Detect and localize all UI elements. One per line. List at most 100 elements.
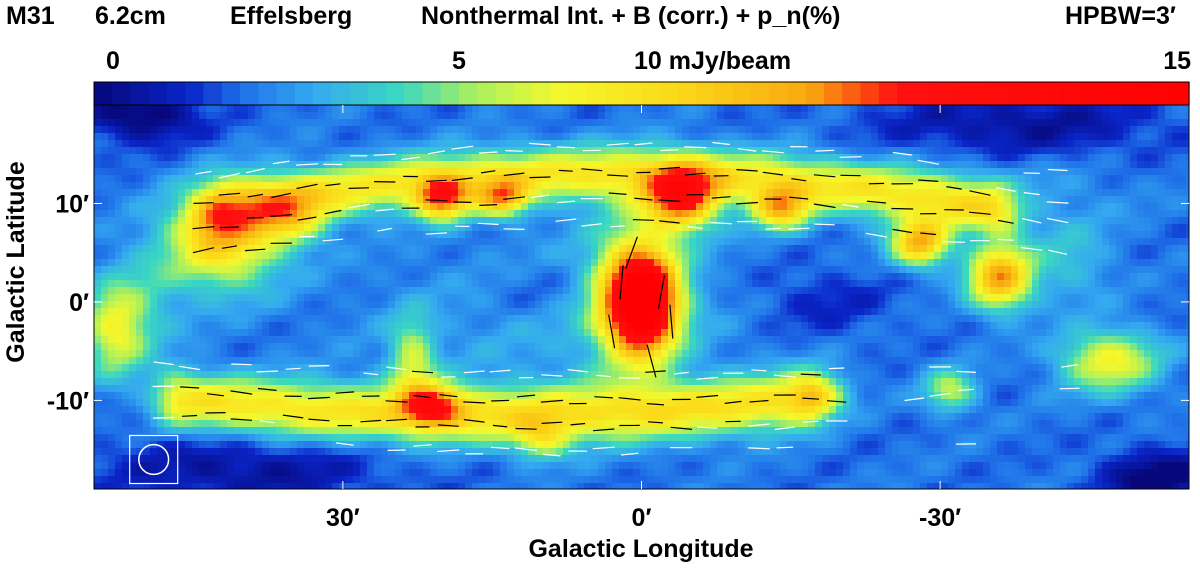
map-pixel	[486, 154, 494, 162]
map-pixel	[402, 315, 410, 323]
map-pixel	[507, 287, 515, 295]
map-pixel	[584, 259, 592, 267]
map-pixel	[871, 245, 879, 253]
map-pixel	[913, 140, 921, 148]
map-pixel	[220, 308, 228, 316]
map-pixel	[591, 259, 599, 267]
map-pixel	[472, 168, 480, 176]
map-pixel	[801, 119, 809, 127]
map-pixel	[101, 273, 109, 281]
map-pixel	[444, 245, 452, 253]
map-pixel	[465, 308, 473, 316]
map-pixel	[955, 280, 963, 288]
map-pixel	[1144, 231, 1152, 239]
map-pixel	[570, 203, 578, 211]
map-pixel	[1067, 147, 1075, 155]
map-pixel	[815, 196, 823, 204]
map-pixel	[220, 259, 228, 267]
map-pixel	[752, 112, 760, 120]
map-pixel	[143, 294, 151, 302]
map-pixel	[675, 245, 683, 253]
map-pixel	[598, 147, 606, 155]
map-pixel	[255, 161, 263, 169]
map-pixel	[591, 245, 599, 253]
map-pixel	[535, 147, 543, 155]
map-pixel	[472, 273, 480, 281]
map-pixel	[101, 210, 109, 218]
map-pixel	[815, 126, 823, 134]
map-pixel	[248, 252, 256, 260]
map-pixel	[934, 175, 942, 183]
map-pixel	[290, 147, 298, 155]
map-pixel	[269, 224, 277, 232]
map-pixel	[318, 147, 326, 155]
map-pixel	[318, 280, 326, 288]
map-pixel	[199, 175, 207, 183]
map-pixel	[472, 189, 480, 197]
map-pixel	[710, 168, 718, 176]
map-pixel	[472, 196, 480, 204]
map-pixel	[906, 287, 914, 295]
map-pixel	[710, 280, 718, 288]
map-pixel	[724, 315, 732, 323]
map-pixel	[885, 301, 893, 309]
map-pixel	[766, 182, 774, 190]
map-pixel	[486, 273, 494, 281]
map-pixel	[1081, 133, 1089, 141]
map-pixel	[542, 210, 550, 218]
map-pixel	[969, 175, 977, 183]
map-pixel	[423, 105, 431, 113]
map-pixel	[878, 301, 886, 309]
intensity-map	[94, 105, 1190, 490]
map-pixel	[514, 189, 522, 197]
map-pixel	[1018, 112, 1026, 120]
map-pixel	[129, 252, 137, 260]
map-pixel	[234, 182, 242, 190]
map-pixel	[948, 287, 956, 295]
map-pixel	[570, 266, 578, 274]
map-pixel	[836, 280, 844, 288]
map-pixel	[654, 308, 662, 316]
map-pixel	[682, 126, 690, 134]
map-pixel	[493, 224, 501, 232]
map-pixel	[829, 168, 837, 176]
map-pixel	[437, 133, 445, 141]
map-pixel	[570, 210, 578, 218]
map-pixel	[990, 245, 998, 253]
map-pixel	[1032, 133, 1040, 141]
map-pixel	[1060, 224, 1068, 232]
map-pixel	[745, 287, 753, 295]
map-pixel	[262, 119, 270, 127]
map-pixel	[1158, 105, 1166, 113]
map-pixel	[1025, 119, 1033, 127]
map-pixel	[451, 189, 459, 197]
map-pixel	[1025, 238, 1033, 246]
map-pixel	[164, 182, 172, 190]
map-pixel	[899, 161, 907, 169]
map-pixel	[227, 161, 235, 169]
map-pixel	[941, 154, 949, 162]
map-pixel	[1130, 133, 1138, 141]
map-pixel	[94, 147, 102, 155]
map-pixel	[213, 175, 221, 183]
map-pixel	[472, 119, 480, 127]
map-pixel	[1165, 231, 1173, 239]
map-pixel	[416, 266, 424, 274]
map-pixel	[416, 168, 424, 176]
map-pixel	[374, 119, 382, 127]
map-pixel	[1053, 112, 1061, 120]
map-pixel	[101, 168, 109, 176]
map-pixel	[948, 315, 956, 323]
map-pixel	[647, 168, 655, 176]
map-pixel	[1039, 175, 1047, 183]
map-pixel	[528, 119, 536, 127]
map-pixel	[486, 112, 494, 120]
map-pixel	[388, 126, 396, 134]
map-pixel	[899, 189, 907, 197]
map-pixel	[1046, 161, 1054, 169]
map-pixel	[262, 224, 270, 232]
map-pixel	[857, 168, 865, 176]
map-pixel	[1081, 245, 1089, 253]
map-pixel	[878, 287, 886, 295]
map-pixel	[150, 224, 158, 232]
